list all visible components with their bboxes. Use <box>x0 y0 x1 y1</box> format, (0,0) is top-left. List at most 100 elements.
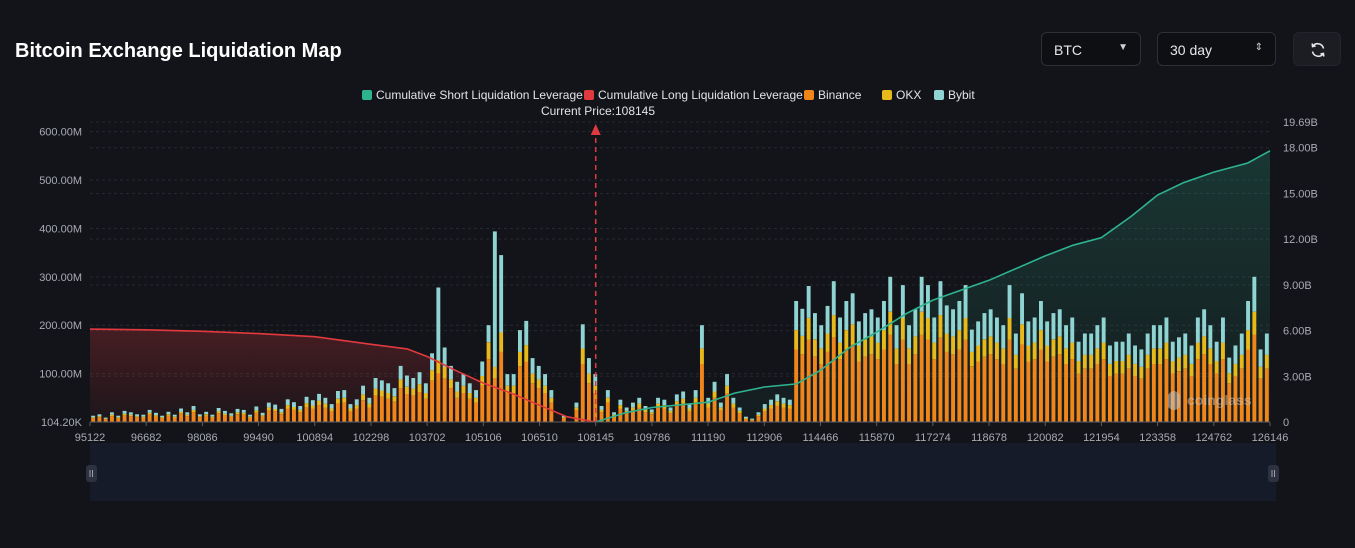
x-tick-label: 114466 <box>803 432 839 444</box>
bar-bybit <box>367 397 372 404</box>
bar-binance <box>524 361 529 422</box>
bar-okx <box>643 409 648 413</box>
bar-binance <box>1195 359 1200 422</box>
bar-binance <box>813 356 817 422</box>
bar-bybit <box>191 406 196 410</box>
x-tick-label: 105106 <box>465 432 502 444</box>
bar-bybit <box>241 409 246 413</box>
bar-binance <box>91 418 96 422</box>
bar-okx <box>706 403 711 408</box>
bar-binance <box>744 419 748 422</box>
bar-bybit <box>593 374 598 386</box>
bar-okx <box>392 396 397 402</box>
bar-okx <box>1070 342 1075 360</box>
bar-bybit <box>229 413 234 416</box>
bar-binance <box>304 407 309 422</box>
bar-bybit <box>185 412 190 415</box>
bar-binance <box>988 354 993 422</box>
bar-bybit <box>172 414 177 417</box>
bar-okx <box>712 391 717 398</box>
bar-bybit <box>712 381 717 392</box>
bar-binance <box>1158 363 1163 422</box>
bar-bybit <box>725 374 729 386</box>
bar-okx <box>957 330 962 350</box>
bar-bybit <box>731 397 736 404</box>
scroller-left-handle[interactable] <box>86 465 97 482</box>
bar-binance <box>442 378 447 422</box>
bar-binance <box>323 407 328 422</box>
bar-bybit <box>957 301 962 330</box>
bar-binance <box>762 411 767 422</box>
x-tick-label: 96682 <box>131 432 162 444</box>
asset-select[interactable]: BTC ▼ <box>1041 32 1141 66</box>
bar-binance <box>1108 376 1112 422</box>
bar-binance <box>241 414 246 422</box>
bar-binance <box>637 407 642 422</box>
bar-binance <box>1252 334 1257 422</box>
short-area <box>595 150 1270 423</box>
bar-okx <box>248 416 252 418</box>
bar-bybit <box>474 390 478 398</box>
y-right-tick-label: 3.00B <box>1283 371 1312 383</box>
bar-bybit <box>436 287 441 361</box>
bar-bybit <box>1114 341 1119 362</box>
bar-binance <box>787 408 792 422</box>
bar-okx <box>310 405 315 409</box>
bar-binance <box>398 388 403 422</box>
bar-okx <box>1170 361 1175 374</box>
bar-okx <box>518 351 522 367</box>
bar-binance <box>467 398 472 422</box>
bar-bybit <box>1158 325 1163 349</box>
bar-bybit <box>605 390 610 398</box>
bar-binance <box>806 339 811 422</box>
bar-bybit <box>668 407 673 411</box>
bar-binance <box>800 354 805 422</box>
legend-label-okx: OKX <box>896 88 921 102</box>
bar-bybit <box>417 372 422 385</box>
bar-binance <box>668 413 673 422</box>
bar-binance <box>1070 359 1075 422</box>
bar-okx <box>731 403 736 408</box>
bar-bybit <box>1026 321 1031 346</box>
bar-bybit <box>1233 345 1238 364</box>
refresh-button[interactable] <box>1293 32 1341 66</box>
bar-bybit <box>580 324 585 349</box>
bar-binance <box>298 412 303 422</box>
range-select[interactable]: 30 day ⇕ <box>1157 32 1276 66</box>
bar-binance <box>593 393 598 422</box>
bar-binance <box>687 411 692 422</box>
bar-okx <box>1239 354 1244 369</box>
bar-okx <box>323 403 328 408</box>
bar-okx <box>1246 330 1250 350</box>
bar-bybit <box>1227 357 1232 374</box>
bar-bybit <box>1126 333 1131 355</box>
bar-okx <box>1064 348 1068 364</box>
bar-okx <box>110 414 114 417</box>
bar-okx <box>530 373 535 384</box>
bar-okx <box>492 366 497 379</box>
range-scroller[interactable] <box>86 443 1279 501</box>
bar-okx <box>185 414 190 417</box>
bar-bybit <box>361 385 365 395</box>
y-right-tick-label: 18.00B <box>1283 143 1318 155</box>
bar-bybit <box>204 411 209 415</box>
bar-bybit <box>141 414 146 417</box>
bar-binance <box>1227 383 1232 422</box>
y-left-tick-label: 100.00M <box>39 369 82 381</box>
bar-okx <box>718 407 723 411</box>
bar-binance <box>392 401 397 422</box>
bar-okx <box>204 414 209 416</box>
bar-okx <box>938 315 943 338</box>
bar-okx <box>894 348 899 364</box>
scroller-right-handle[interactable] <box>1268 465 1279 482</box>
bar-okx <box>279 412 284 415</box>
bar-okx <box>254 410 259 413</box>
bar-binance <box>235 414 240 422</box>
bar-binance <box>957 349 962 422</box>
bar-okx <box>304 403 309 407</box>
bar-okx <box>147 412 152 415</box>
bar-binance <box>750 420 755 422</box>
bar-bybit <box>1070 317 1075 343</box>
bar-okx <box>1039 330 1043 350</box>
bar-bybit <box>718 402 723 408</box>
